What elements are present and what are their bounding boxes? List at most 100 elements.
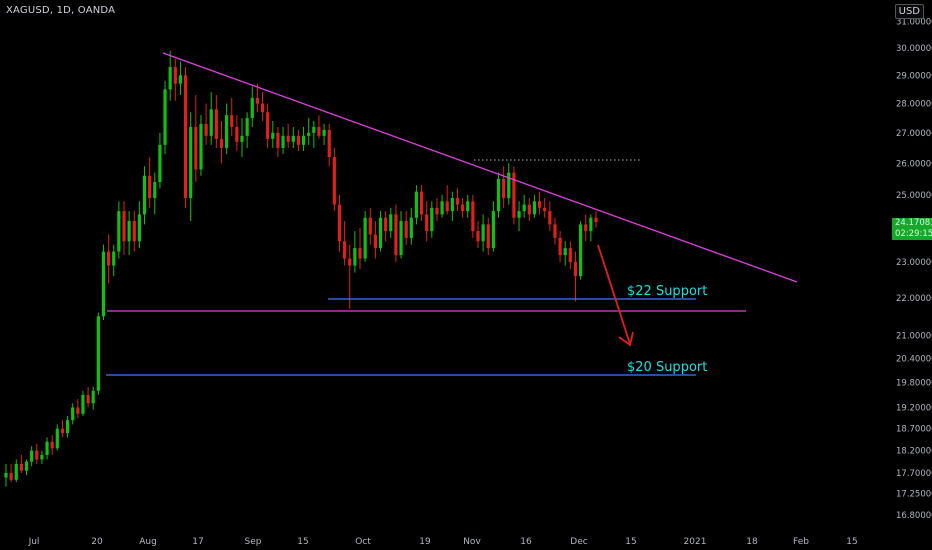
candle-body — [255, 97, 259, 104]
y-tick-label: 27.00000 — [896, 129, 932, 139]
candle — [122, 201, 126, 256]
candle — [327, 123, 331, 167]
candle-body — [219, 138, 224, 148]
last-price-label: 24.17083 — [892, 218, 932, 229]
candle — [517, 201, 521, 232]
candle-body — [301, 135, 306, 145]
candle-body — [579, 224, 583, 277]
candle — [307, 118, 311, 145]
candle — [419, 185, 424, 222]
candle — [235, 115, 239, 151]
candle-body — [373, 234, 377, 249]
candle-body — [50, 441, 54, 449]
candle — [91, 386, 95, 410]
y-tick-label: 19.20000 — [896, 403, 932, 413]
support-20-label: $20 Support — [627, 360, 707, 375]
candle — [112, 244, 116, 277]
candle — [178, 61, 183, 95]
candle — [30, 446, 34, 467]
candle-body — [291, 135, 295, 142]
x-tick-label: Aug — [139, 537, 157, 547]
candle — [512, 166, 516, 225]
candle-body — [9, 472, 13, 480]
currency-badge[interactable]: USD — [894, 4, 924, 19]
candle-body — [204, 123, 208, 136]
candle-body — [332, 157, 336, 205]
candle-body — [553, 224, 557, 238]
price-axis[interactable]: 16.80000 17.25000 17.70000 18.20000 18.70000… — [892, 0, 932, 550]
y-tick-label: 22.00000 — [896, 294, 932, 304]
y-tick-label: 26.00000 — [896, 159, 932, 169]
candle-body — [327, 129, 331, 158]
candle-body — [399, 221, 403, 256]
candle-body — [322, 129, 326, 136]
candle-body — [450, 198, 454, 212]
candle — [65, 415, 70, 438]
candle-body — [60, 428, 65, 434]
candle-body — [368, 217, 372, 235]
candle — [589, 214, 593, 242]
candle-body — [440, 201, 444, 215]
candle-body — [496, 178, 501, 212]
candle — [394, 204, 398, 263]
candle — [445, 185, 449, 215]
candle — [476, 221, 480, 249]
candle-body — [430, 207, 434, 232]
y-tick-label: 19.80000 — [896, 379, 932, 389]
candle — [373, 221, 377, 259]
candle-body — [101, 251, 106, 317]
candle — [312, 121, 316, 148]
candle — [594, 211, 598, 228]
candle-body — [245, 118, 249, 136]
candle-body — [148, 175, 152, 199]
x-tick-label: 16 — [520, 537, 532, 547]
candle — [553, 217, 557, 245]
candle-body — [594, 217, 598, 223]
candle — [117, 201, 121, 259]
candle-body — [91, 390, 95, 404]
candle — [378, 211, 383, 252]
candle-body — [194, 126, 198, 170]
y-tick-label: 25.00000 — [896, 191, 932, 201]
candle-body — [481, 224, 485, 242]
candle-body — [65, 420, 70, 434]
candle-series — [4, 50, 598, 487]
candle — [9, 463, 13, 483]
x-tick-label: Sep — [245, 537, 262, 547]
candle — [558, 231, 562, 263]
y-tick-label: 28.00000 — [896, 100, 932, 110]
candle-body — [235, 126, 239, 142]
candle-body — [414, 191, 419, 218]
candle — [343, 221, 347, 266]
candle-body — [112, 251, 116, 266]
down-arrow — [597, 244, 631, 345]
candle-body — [353, 248, 357, 266]
candle-body — [250, 97, 254, 119]
candle-body — [225, 115, 229, 148]
candle — [491, 201, 495, 252]
x-tick-label: 19 — [419, 537, 431, 547]
candle-body — [532, 201, 537, 215]
candle — [14, 459, 18, 483]
time-axis[interactable]: Jul 20 Aug 17 Sep 15 Oct 19 Nov 16 Dec 15 2021 18 Feb 1… — [28, 537, 858, 547]
candle-body — [19, 463, 23, 471]
candle — [60, 420, 65, 438]
candle-body — [573, 262, 578, 277]
candle — [250, 86, 254, 127]
candle — [358, 227, 362, 270]
x-tick-label: 15 — [846, 537, 857, 547]
candle — [24, 459, 29, 476]
candle — [153, 172, 157, 215]
candle — [240, 118, 244, 158]
candle-body — [96, 316, 100, 391]
candle — [430, 201, 434, 238]
candle — [4, 463, 8, 487]
candle — [209, 92, 213, 145]
candle — [40, 450, 44, 464]
candle-body — [230, 115, 234, 127]
candle — [404, 211, 408, 245]
y-tick-label: 30.00000 — [896, 44, 932, 54]
candle — [363, 211, 367, 263]
candle-body — [189, 126, 193, 199]
